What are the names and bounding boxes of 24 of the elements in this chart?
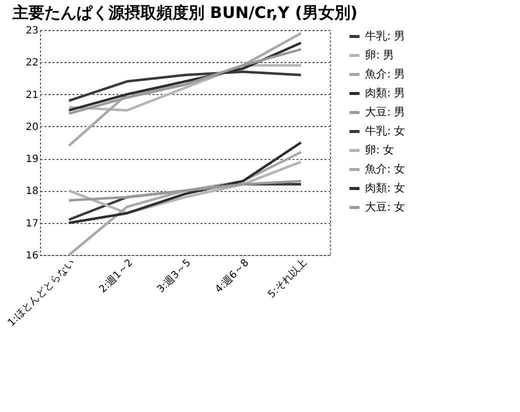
- legend-label: 肉類: 男: [365, 86, 406, 100]
- y-tick-label: 22: [26, 58, 38, 69]
- x-tick-label: 3:週3～5: [155, 258, 194, 296]
- chart-title: 主要たんぱく源摂取頻度別 BUN/Cr,Y (男女別): [11, 3, 358, 22]
- legend-label: 牛乳: 女: [365, 124, 406, 138]
- line-series: [68, 141, 302, 224]
- legend-label: 卵: 女: [365, 144, 394, 156]
- y-tick-label: 17: [26, 218, 38, 230]
- legend-label: 牛乳: 男: [365, 30, 406, 42]
- legend-label: 魚介: 男: [365, 68, 406, 80]
- x-tick-label: 4:週6～8: [213, 258, 252, 296]
- y-tick-label: 21: [26, 90, 38, 101]
- x-tick-label: 2:週1～2: [97, 258, 136, 296]
- line-series: [68, 180, 302, 202]
- legend-label: 肉類: 女: [365, 182, 406, 194]
- y-tick-label: 18: [26, 186, 38, 198]
- legend-label: 大豆: 男: [365, 106, 406, 118]
- y-tick-label: 20: [26, 122, 38, 133]
- legend-label: 卵: 男: [365, 48, 394, 62]
- x-tick-label: 5:それ以上: [266, 256, 310, 300]
- y-tick-label: 19: [26, 154, 38, 166]
- legend-label: 大豆: 女: [365, 200, 406, 214]
- legend-label: 魚介: 女: [365, 162, 406, 176]
- y-tick-label: 23: [26, 26, 38, 36]
